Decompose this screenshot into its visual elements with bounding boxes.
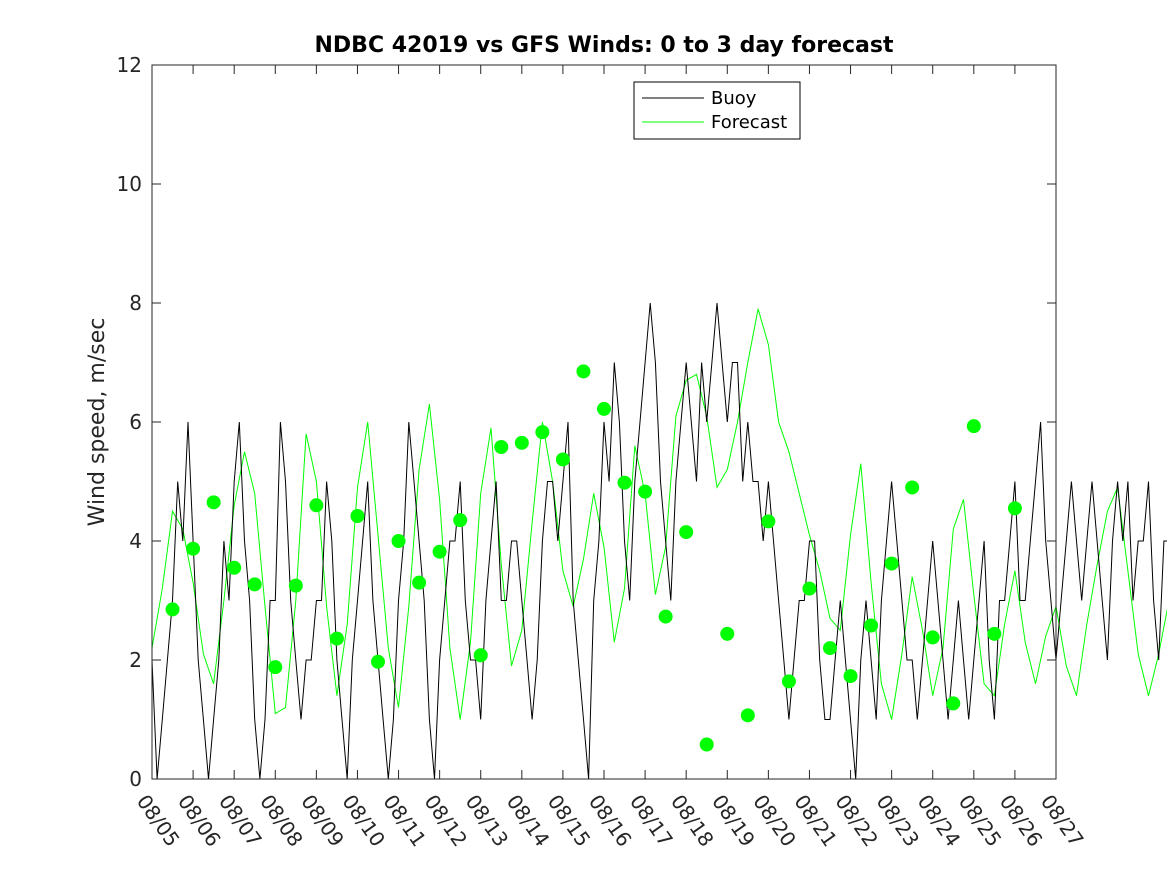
forecast-marker-point (432, 544, 447, 559)
legend-label-forecast: Forecast (711, 112, 787, 133)
forecast-marker-point (925, 630, 940, 645)
forecast-marker-point (740, 708, 755, 723)
axis-ticks (151, 64, 1057, 780)
forecast-marker-point (658, 609, 673, 624)
forecast-marker-point (617, 475, 632, 490)
forecast-marker-point (781, 674, 796, 689)
forecast-marker-point (555, 452, 570, 467)
legend-label-buoy: Buoy (711, 88, 757, 109)
forecast-marker-point (987, 626, 1002, 641)
y-tick-label: 6 (129, 410, 142, 434)
forecast-marker-point (268, 660, 283, 675)
legend: Buoy Forecast (633, 81, 801, 140)
buoy-line (151, 302, 1167, 780)
forecast-marker-point (823, 641, 837, 656)
forecast-marker-point (350, 509, 365, 524)
forecast-line (151, 308, 1167, 720)
forecast-marker-point (371, 654, 385, 669)
forecast-marker-point (638, 484, 653, 499)
forecast-marker-point (699, 737, 714, 752)
series-layer (151, 302, 1167, 780)
forecast-marker-point (309, 498, 324, 513)
forecast-marker-point (186, 541, 201, 556)
forecast-marker-point (597, 401, 611, 416)
forecast-marker-point (679, 525, 694, 540)
forecast-marker-point (494, 439, 509, 454)
forecast-marker-point (391, 534, 406, 548)
y-tick-label: 2 (129, 648, 142, 672)
forecast-marker-point (227, 560, 242, 575)
forecast-markers (165, 364, 1022, 752)
forecast-marker-point (802, 581, 817, 596)
forecast-marker-point (412, 575, 427, 590)
forecast-marker-point (905, 480, 920, 495)
forecast-marker-point (1007, 501, 1022, 516)
y-tick-label: 8 (129, 291, 142, 315)
y-tick-label: 12 (117, 53, 142, 77)
forecast-marker-point (946, 696, 961, 711)
y-axis-label: Wind speed, m/sec (85, 318, 110, 527)
forecast-marker-point (884, 556, 899, 571)
y-tick-label: 0 (129, 767, 142, 791)
chart-title: NDBC 42019 vs GFS Winds: 0 to 3 day fore… (315, 33, 894, 58)
forecast-marker-point (453, 513, 468, 528)
y-tick-label: 10 (117, 172, 142, 196)
forecast-marker-point (843, 669, 858, 684)
forecast-marker-point (514, 435, 529, 450)
forecast-marker-point (473, 648, 488, 663)
forecast-marker-point (576, 364, 591, 379)
forecast-marker-point (761, 514, 776, 529)
y-tick-labels: 0 2 4 6 8 10 12 (117, 53, 142, 791)
y-tick-label: 4 (129, 529, 142, 553)
forecast-marker-point (165, 602, 180, 617)
legend-box (633, 81, 801, 140)
forecast-marker-point (288, 578, 303, 593)
forecast-marker-point (329, 631, 344, 646)
forecast-marker-point (720, 626, 735, 641)
forecast-marker-point (247, 577, 262, 592)
forecast-marker-point (966, 419, 981, 434)
forecast-marker-point (535, 425, 550, 440)
forecast-marker-point (206, 495, 221, 510)
plot-frame (151, 64, 1057, 780)
forecast-marker-point (864, 618, 879, 633)
